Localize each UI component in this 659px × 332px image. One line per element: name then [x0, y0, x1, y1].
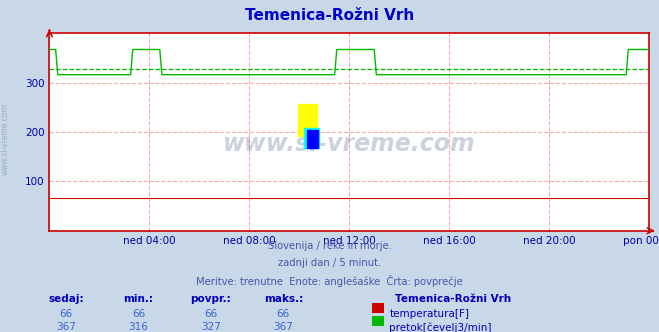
Text: www.si-vreme.com: www.si-vreme.com: [1, 104, 10, 175]
Text: Temenica-Rožni Vrh: Temenica-Rožni Vrh: [245, 8, 414, 23]
Text: Slovenija / reke in morje.: Slovenija / reke in morje.: [268, 241, 391, 251]
Text: 316: 316: [129, 322, 148, 332]
Text: 66: 66: [204, 309, 217, 319]
Text: 66: 66: [59, 309, 72, 319]
Text: 327: 327: [201, 322, 221, 332]
Text: sedaj:: sedaj:: [48, 294, 84, 304]
Bar: [304, 128, 320, 148]
Text: 367: 367: [273, 322, 293, 332]
Text: pretok[čevelj3/min]: pretok[čevelj3/min]: [389, 322, 492, 332]
Bar: [307, 130, 318, 148]
Text: www.si-vreme.com: www.si-vreme.com: [223, 132, 476, 156]
Text: zadnji dan / 5 minut.: zadnji dan / 5 minut.: [278, 258, 381, 268]
Text: min.:: min.:: [123, 294, 154, 304]
Text: Temenica-Rožni Vrh: Temenica-Rožni Vrh: [395, 294, 511, 304]
Text: povpr.:: povpr.:: [190, 294, 231, 304]
Text: maks.:: maks.:: [264, 294, 303, 304]
Text: temperatura[F]: temperatura[F]: [389, 309, 469, 319]
Text: 66: 66: [277, 309, 290, 319]
Bar: [299, 104, 318, 136]
Text: 367: 367: [56, 322, 76, 332]
Text: 66: 66: [132, 309, 145, 319]
Text: Meritve: trenutne  Enote: anglešaške  Črta: povprečje: Meritve: trenutne Enote: anglešaške Črta…: [196, 275, 463, 287]
